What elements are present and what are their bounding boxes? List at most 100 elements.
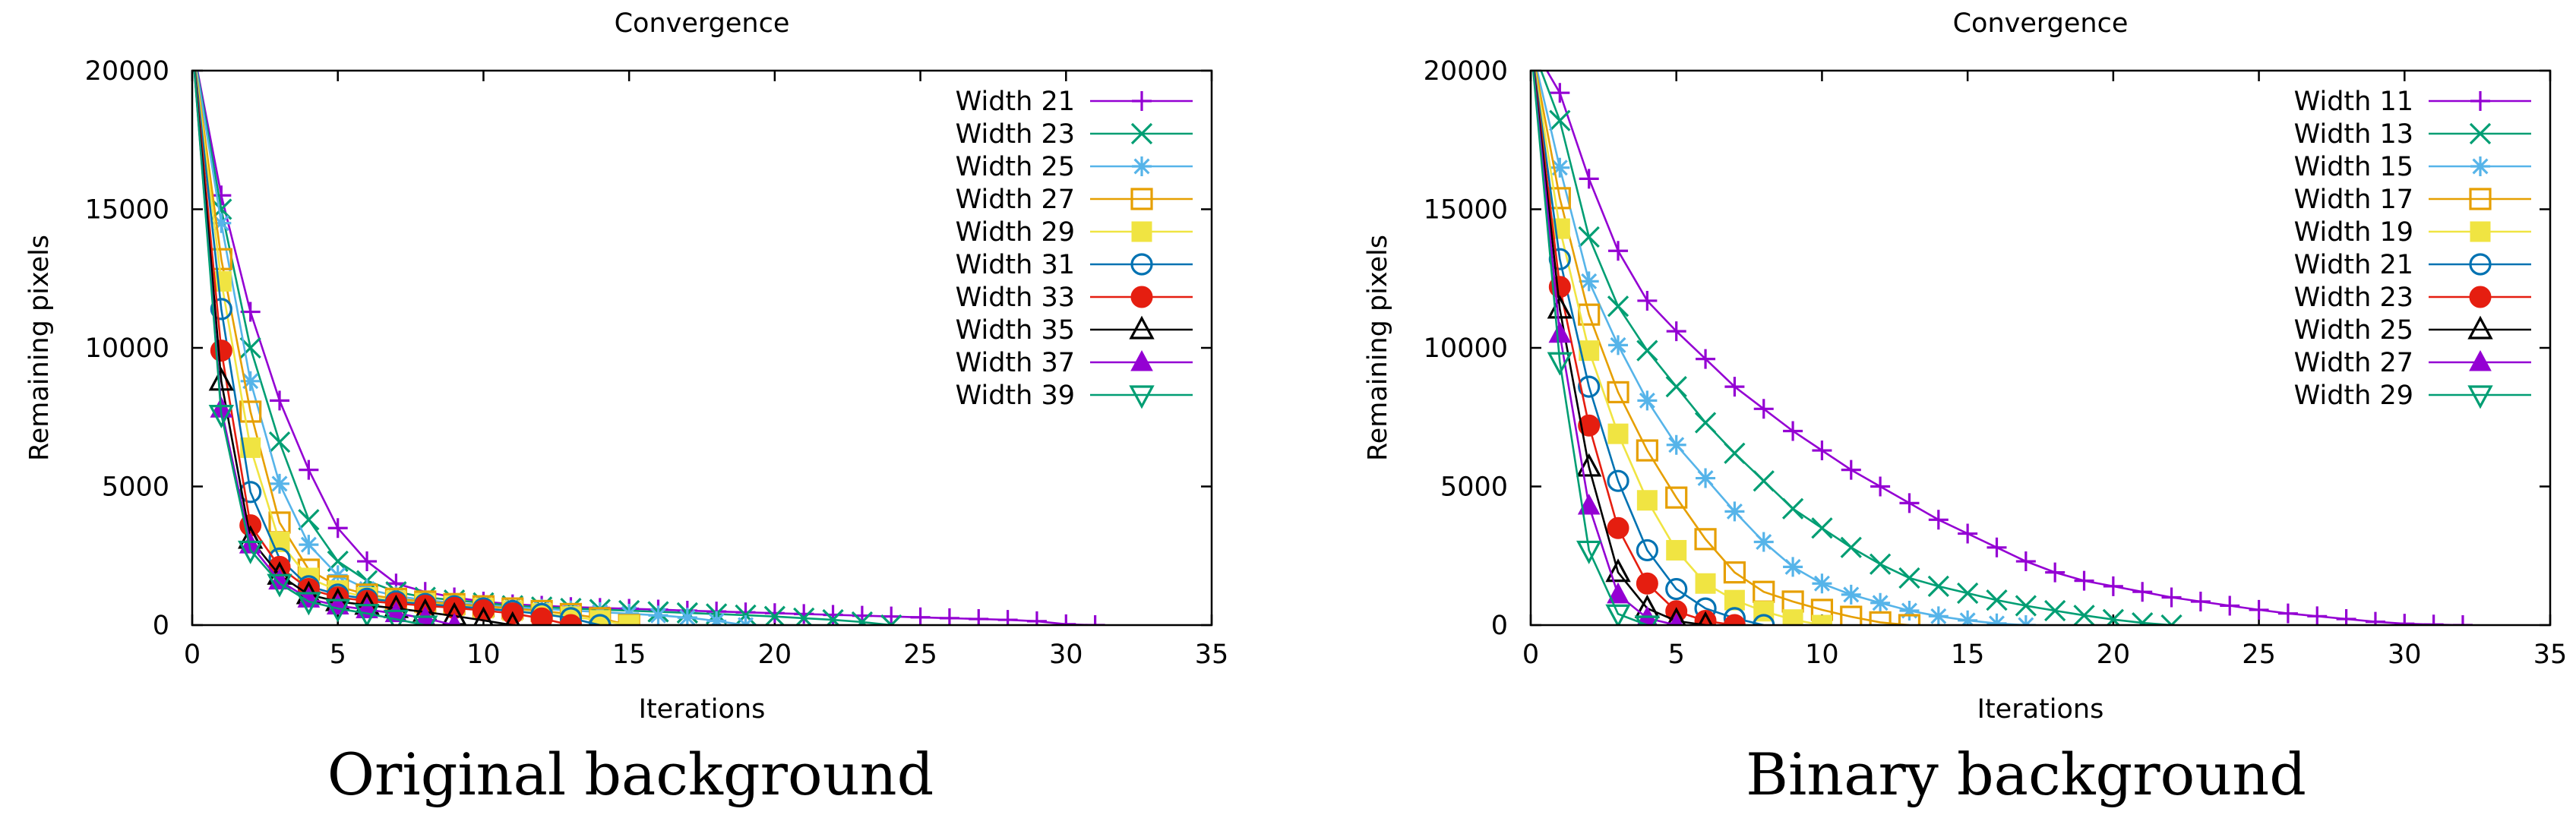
plot-frame xyxy=(1529,69,2552,627)
data-point xyxy=(1899,493,1920,513)
series-line xyxy=(1535,71,1910,625)
caption-original-background: Original background xyxy=(327,741,934,808)
series-width-21 xyxy=(1533,71,1775,625)
data-point xyxy=(764,603,785,624)
data-point xyxy=(1607,516,1629,539)
legend-marker xyxy=(1130,122,1153,145)
legend-label: Width 19 xyxy=(2294,217,2413,248)
x-tick-label: 10 xyxy=(466,640,501,670)
data-point xyxy=(1987,613,2007,625)
data-point xyxy=(1958,610,1978,625)
data-point xyxy=(1782,609,1803,625)
y-tick-label: 15000 xyxy=(1424,195,1508,226)
data-point xyxy=(1841,584,1861,605)
data-point xyxy=(1637,390,1658,411)
data-point xyxy=(2132,611,2154,625)
legend-marker xyxy=(1129,385,1155,409)
legend-marker xyxy=(1132,91,1152,111)
legend-marker xyxy=(2469,253,2492,276)
data-point xyxy=(1550,157,1570,178)
x-tick-label: 5 xyxy=(330,640,346,670)
data-point xyxy=(211,185,232,206)
series-width-15 xyxy=(1536,71,2036,625)
data-point xyxy=(1724,589,1745,611)
data-point xyxy=(559,614,582,625)
chart-title: Convergence xyxy=(615,8,790,39)
data-point xyxy=(735,604,757,625)
data-point xyxy=(1694,412,1717,434)
data-point xyxy=(2336,608,2356,625)
x-tick-label: 30 xyxy=(1049,640,1083,670)
legend-marker xyxy=(2470,91,2490,111)
data-point xyxy=(1579,271,1599,292)
series-line xyxy=(1532,71,1648,625)
data-point xyxy=(1724,501,1745,522)
x-tick-label: 35 xyxy=(2533,640,2568,670)
data-point xyxy=(1637,290,1658,311)
legend-marker xyxy=(1130,253,1153,276)
data-point xyxy=(296,592,322,616)
data-point xyxy=(239,400,262,423)
legend-marker xyxy=(1129,315,1155,340)
legend-marker xyxy=(1131,221,1152,242)
legend-label: Width 29 xyxy=(2294,381,2413,411)
series-width-19 xyxy=(1534,71,1832,625)
legend-marker xyxy=(1130,286,1153,308)
y-tick-label: 5000 xyxy=(1440,472,1508,503)
data-point xyxy=(357,551,378,572)
data-point xyxy=(270,473,290,494)
data-point xyxy=(1783,557,1803,577)
data-point xyxy=(1694,528,1717,551)
x-tick-label: 25 xyxy=(903,640,937,670)
data-point xyxy=(1840,536,1862,558)
data-point xyxy=(240,371,261,391)
data-point xyxy=(1605,604,1631,625)
data-point xyxy=(1840,605,1863,625)
series-width-27 xyxy=(1532,71,1683,625)
x-axis-label: Iterations xyxy=(639,694,766,725)
data-point xyxy=(1026,611,1047,625)
data-point xyxy=(1723,614,1746,625)
data-point xyxy=(1607,469,1629,492)
data-point xyxy=(1811,614,1832,625)
data-point xyxy=(210,340,232,362)
data-point xyxy=(2365,611,2385,625)
legend-marker xyxy=(1130,188,1153,210)
data-point xyxy=(1987,537,2007,557)
data-point xyxy=(2160,614,2182,625)
data-point xyxy=(1812,573,1832,594)
data-point xyxy=(1636,490,1658,511)
data-point xyxy=(238,540,264,564)
data-point xyxy=(267,573,292,598)
series-line xyxy=(196,71,892,625)
legend-label: Width 17 xyxy=(2294,185,2413,215)
data-point xyxy=(1986,589,2008,611)
data-point xyxy=(589,610,611,625)
legend-marker xyxy=(1132,156,1152,176)
data-point xyxy=(208,405,235,428)
data-point xyxy=(1723,607,1746,625)
legend-marker xyxy=(1130,349,1153,371)
x-tick-label: 15 xyxy=(612,640,646,670)
data-point xyxy=(1869,611,1892,625)
data-point xyxy=(299,535,319,555)
data-point xyxy=(1666,607,1686,625)
data-point xyxy=(1841,460,1861,480)
data-point xyxy=(1753,470,1775,492)
data-point xyxy=(1636,539,1658,562)
data-point xyxy=(1870,476,1891,497)
data-point xyxy=(2249,599,2269,620)
series-line xyxy=(194,71,601,625)
data-point xyxy=(504,611,520,625)
y-tick-label: 20000 xyxy=(1424,56,1508,87)
data-point xyxy=(383,609,409,625)
x-tick-label: 0 xyxy=(1522,640,1539,670)
series-line xyxy=(193,71,425,625)
data-point xyxy=(763,605,785,625)
data-point xyxy=(1666,539,1687,561)
data-point xyxy=(1548,321,1572,343)
data-point xyxy=(1605,558,1631,583)
chart-panel-2: Convergence Iterations Remaining pixels 0 5 1… xyxy=(1363,8,2567,725)
data-point xyxy=(1608,335,1629,355)
data-point xyxy=(1665,486,1688,509)
